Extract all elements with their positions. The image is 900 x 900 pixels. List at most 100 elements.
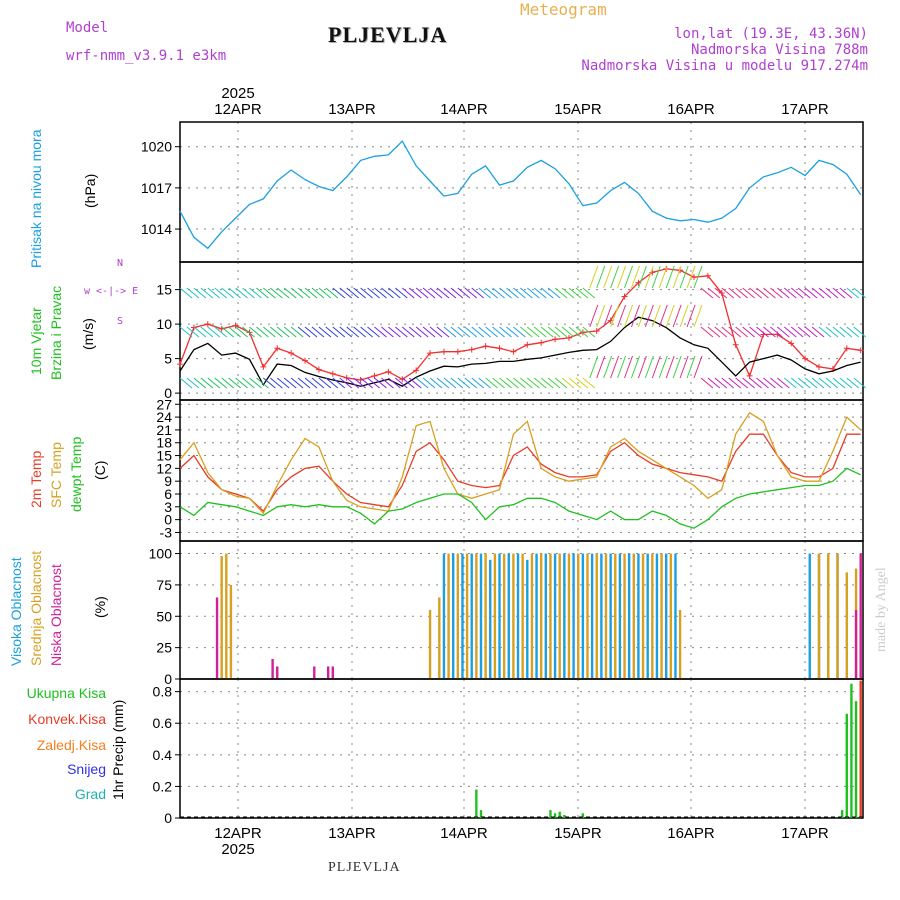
gust-marker [718, 290, 725, 297]
wind-barb [374, 287, 387, 299]
wind-barb [242, 326, 255, 338]
cloud-bar [808, 553, 811, 679]
wind-ytick-label: 0 [164, 385, 172, 401]
wind-barb [520, 287, 533, 299]
wind-barb [276, 326, 290, 338]
wind-barb [554, 326, 568, 338]
cloud-bar [660, 553, 663, 679]
wind-barb [617, 265, 627, 289]
cloud-bar [530, 553, 534, 679]
precip-axis-label: 1hr Precip (mm) [110, 699, 126, 800]
cloud-bar [229, 584, 233, 679]
wind-barb [783, 287, 797, 299]
wind-barb [624, 304, 633, 328]
wind-barb [485, 287, 498, 299]
cloud-bar [271, 658, 274, 679]
wind-barb [533, 326, 547, 338]
pressure-frame [179, 121, 864, 263]
temp-label-2: SFC Temp [48, 442, 64, 508]
wind-barb [742, 377, 755, 389]
station-title: PLJEVLJA [328, 22, 448, 47]
wind-barb [790, 377, 804, 389]
wind-barb [367, 377, 380, 389]
wind-barb [513, 326, 526, 338]
compass-s: S [117, 316, 124, 327]
cloud-label-3: Niska Oblacnost [48, 564, 64, 666]
elevation: Nadmorska Visina 788m [691, 42, 868, 58]
model-name: wrf-nmm_v3.9.1 e3km [66, 48, 226, 64]
gust-marker [538, 339, 545, 346]
wind-barb [700, 377, 714, 389]
wind-barb [408, 326, 422, 338]
cloud-bar [623, 553, 626, 679]
date-label-top: 17APR [781, 101, 829, 118]
temp-ytick-label: 24 [156, 409, 172, 425]
wind-barb [777, 326, 790, 338]
precip-ytick-label: 0.2 [153, 778, 173, 794]
wind-barb [561, 326, 575, 338]
wind-barb [353, 326, 366, 338]
wind-barb [811, 326, 825, 338]
wind-barb [367, 326, 380, 338]
wind-barb [756, 377, 769, 389]
wind-barb [575, 326, 589, 338]
wind-barb [506, 326, 519, 338]
wind-barb [443, 377, 457, 389]
wind-barb [610, 304, 620, 328]
gust-marker [177, 361, 183, 368]
wind-barb [658, 355, 668, 379]
cloud-bar [558, 553, 561, 679]
temp-ytick-label: 9 [164, 473, 172, 489]
wind-barb [422, 326, 436, 338]
precip-bar [553, 813, 557, 818]
wind-barb [693, 265, 703, 289]
gust-marker [482, 343, 489, 350]
wind-barb [631, 355, 640, 379]
wind-barb [186, 287, 200, 299]
precip-ytick-label: 0 [164, 810, 172, 826]
cloud-bar [313, 666, 316, 679]
wind-barb [186, 326, 200, 338]
model-name-text: wrf-nmm_v3.9.1 e3km [66, 48, 227, 64]
wind-barb [700, 287, 714, 299]
wind-barb [492, 326, 505, 338]
wind-barb [450, 377, 464, 389]
wind-barb [311, 287, 325, 299]
wind-barb [568, 326, 582, 338]
wind-barb [325, 287, 339, 299]
wind-barb [297, 287, 311, 299]
wind-barb [603, 304, 613, 328]
model-label: Model [66, 20, 108, 36]
wind-barb [797, 287, 811, 299]
wind-barb [471, 377, 485, 389]
cloud-bar [549, 553, 552, 679]
wind-barb [603, 265, 613, 289]
wind-barb [756, 287, 769, 299]
cloud-bar [590, 553, 594, 679]
wind-barb [346, 326, 360, 338]
wind-barb [686, 304, 696, 328]
wind-barb [839, 287, 853, 299]
precip-bar [558, 811, 561, 818]
wind-barb [603, 355, 613, 379]
wind-barb [415, 326, 429, 338]
wind-barb [547, 326, 561, 338]
wind-barb [339, 377, 353, 389]
temp-ytick-label: -3 [160, 524, 173, 540]
wind-barb [547, 287, 561, 299]
wind-barb [721, 287, 735, 299]
gust-marker [816, 363, 823, 370]
gust-marker [427, 350, 434, 357]
wind-barb [339, 287, 353, 299]
wind-barb [283, 287, 297, 299]
wind-barb [721, 326, 735, 338]
wind-barb [193, 377, 207, 389]
wind-barb [756, 326, 769, 338]
wind-barb [499, 326, 512, 338]
cloud-bar [516, 553, 520, 679]
gust-marker [204, 321, 211, 328]
wind-barb [381, 287, 394, 299]
cloud-bar [276, 666, 279, 679]
precip-bar [845, 713, 848, 818]
precip-bar [840, 810, 844, 818]
